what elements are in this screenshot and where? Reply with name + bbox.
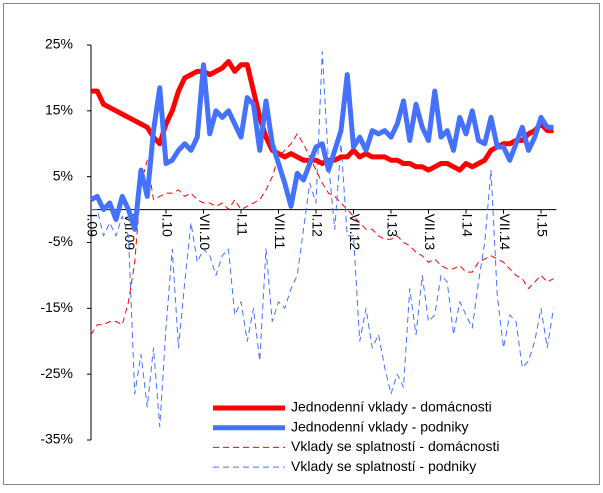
legend-label: Jednodenní vklady - domácnosti (291, 399, 492, 415)
y-tick-label: 5% (53, 167, 73, 183)
x-tick-label: I.10 (159, 214, 175, 238)
y-tick-label: -15% (40, 299, 73, 315)
x-tick-label: I.13 (384, 214, 400, 238)
x-tick-label: I.11 (234, 214, 250, 237)
x-tick-label: VII.11 (272, 214, 288, 250)
x-tick-label: I.09 (84, 214, 100, 238)
series-line (90, 133, 554, 335)
x-tick-label: I.12 (309, 214, 325, 238)
series-line (91, 58, 554, 173)
y-tick-label: -35% (40, 431, 73, 447)
series-line (89, 62, 554, 232)
x-tick-label: VII.13 (422, 214, 438, 251)
series-line (91, 51, 554, 428)
x-tick-label: I.15 (534, 214, 550, 238)
x-tick-label: VII.12 (347, 214, 363, 251)
x-tick-label: VII.10 (197, 214, 213, 251)
legend-box (209, 397, 569, 479)
legend-label: Vklady se splatností - domácnosti (291, 438, 500, 454)
y-tick-label: -5% (48, 233, 73, 249)
y-tick-label: 15% (45, 102, 73, 118)
y-tick-label: 25% (45, 36, 73, 52)
x-tick-label: VII.14 (497, 214, 513, 251)
legend-label: Vklady se splatností - podniky (291, 458, 476, 474)
legend-label: Jednodenní vklady - podniky (291, 418, 468, 434)
y-tick-label: -25% (40, 365, 73, 381)
x-tick-label: I.14 (459, 214, 475, 238)
